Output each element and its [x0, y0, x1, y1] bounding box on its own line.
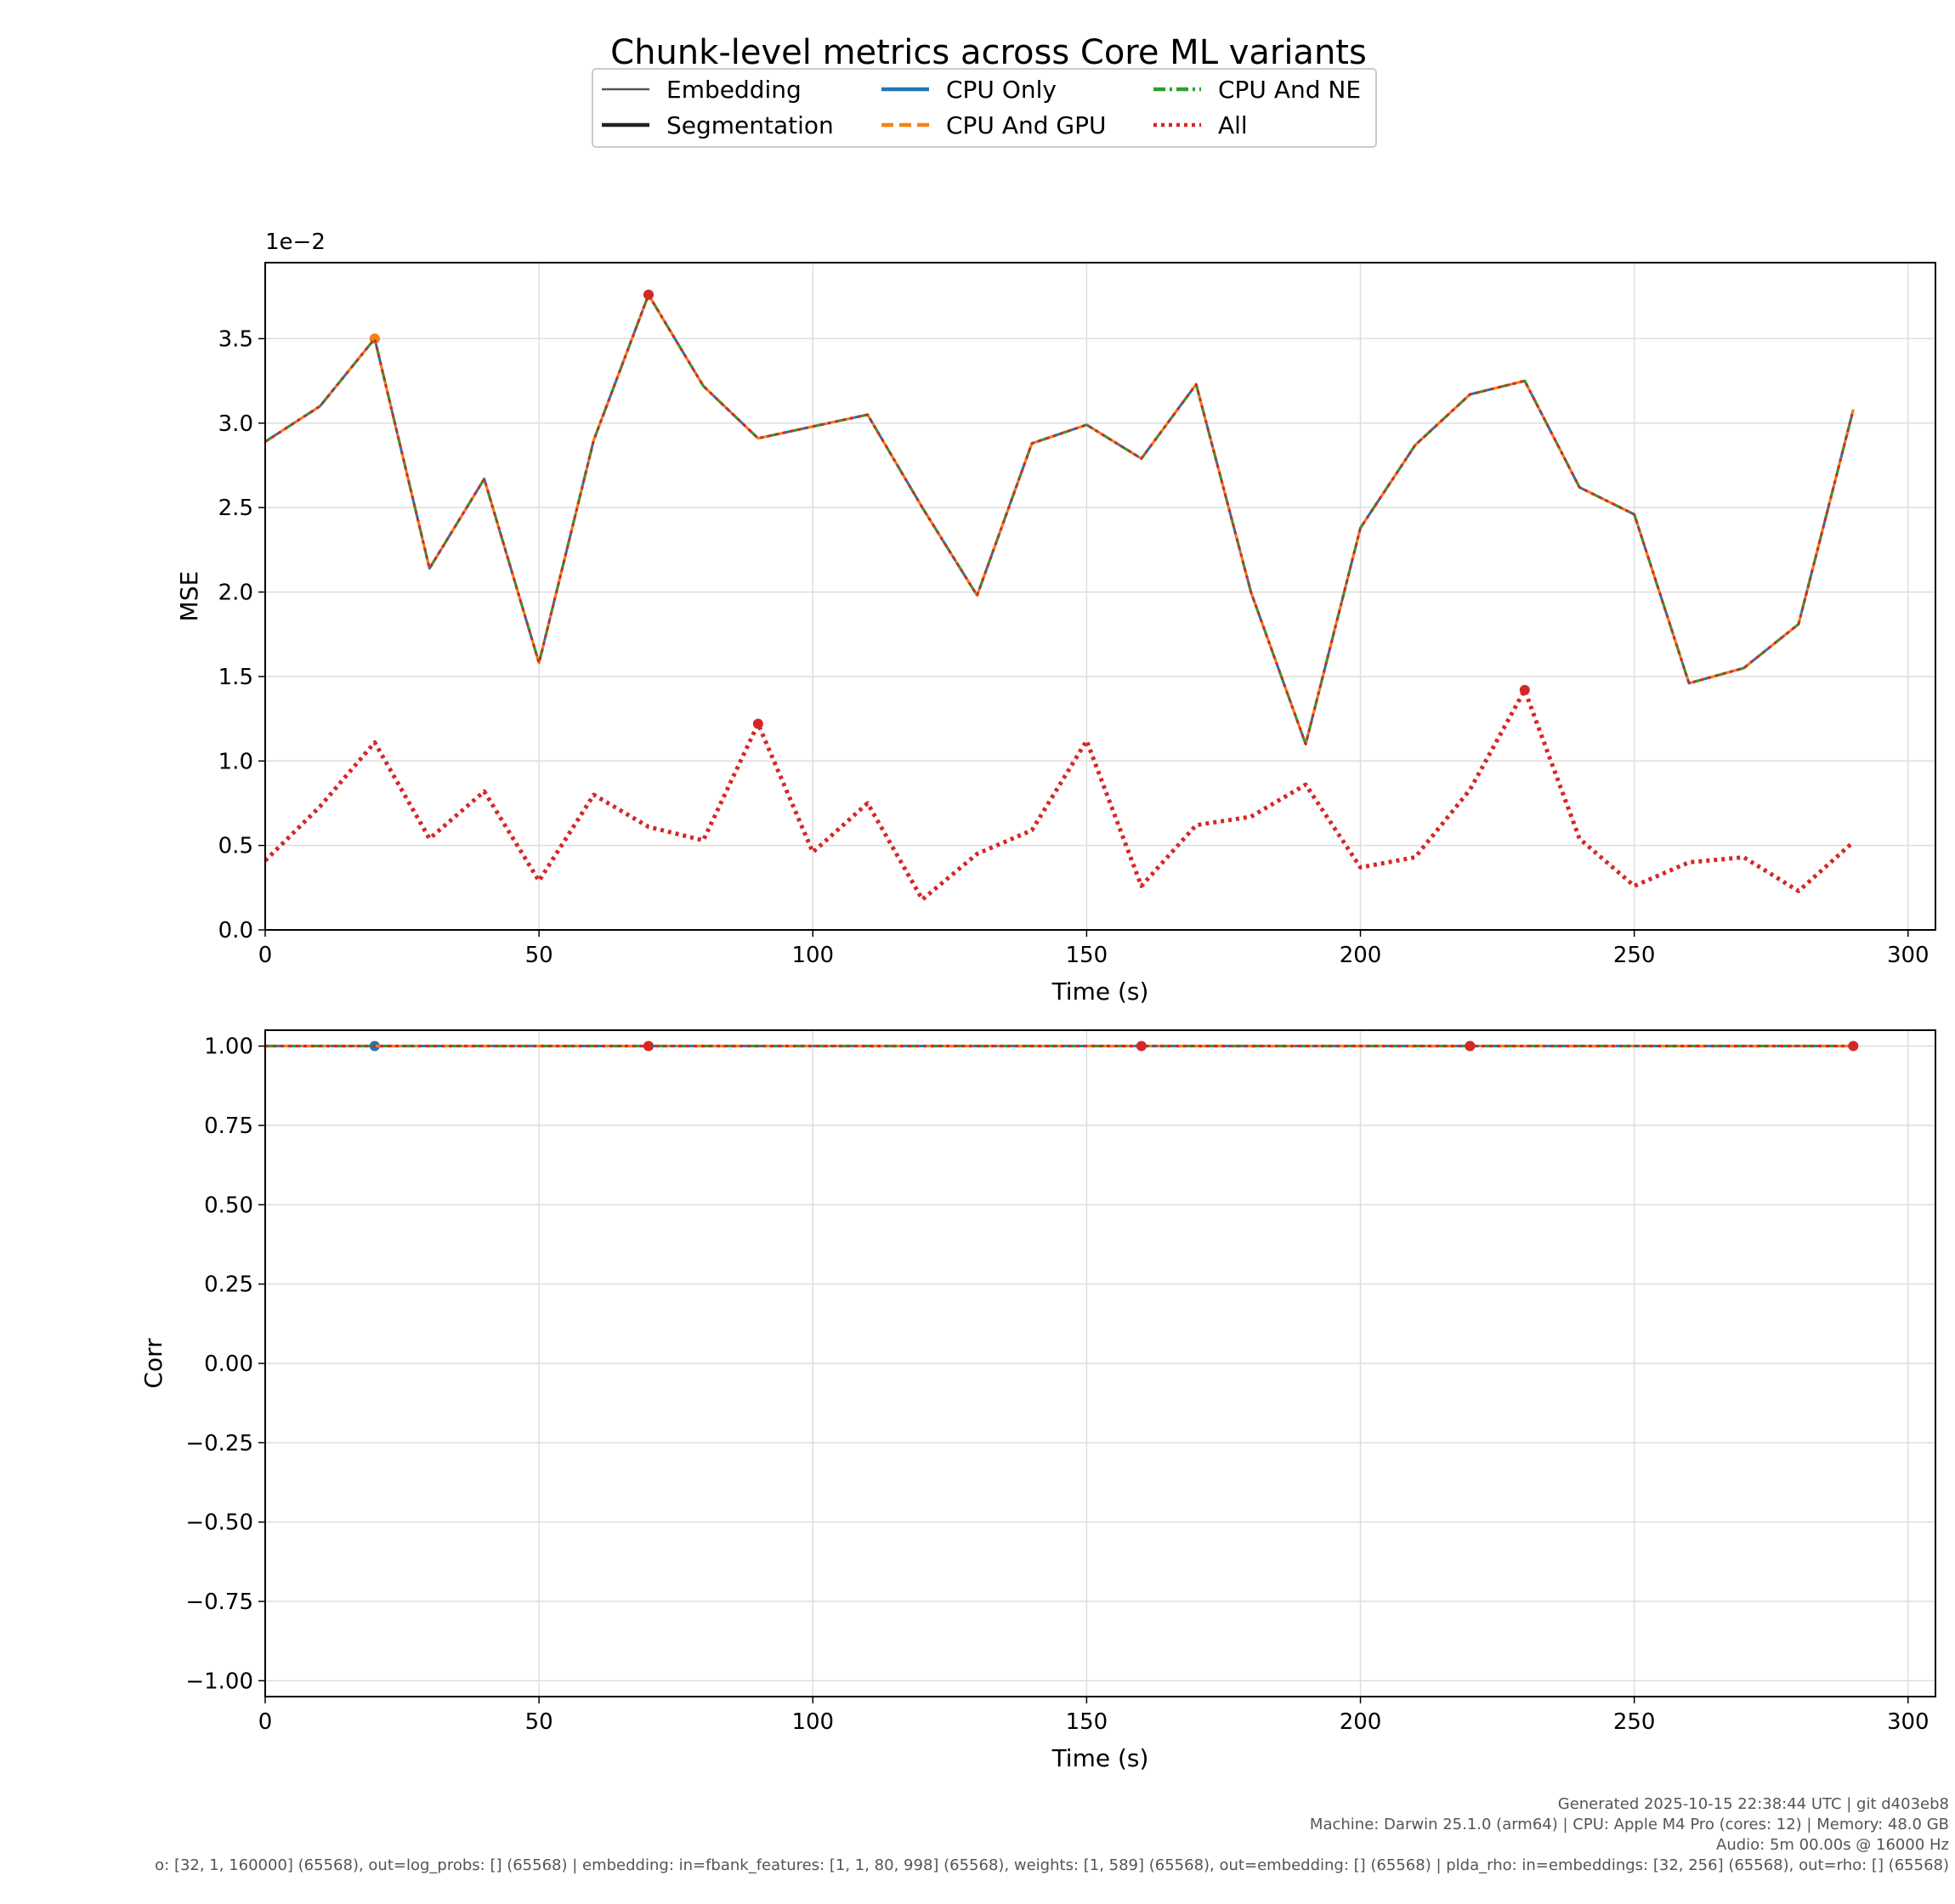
footer-machine: Machine: Darwin 25.1.0 (arm64) | CPU: Ap…: [1310, 1816, 1949, 1833]
x-tick-label: 250: [1613, 943, 1656, 968]
data-point-marker: [1136, 1040, 1147, 1051]
x-tick-label: 150: [1066, 1709, 1108, 1735]
footer-metadata: Generated 2025-10-15 22:38:44 UTC | git …: [155, 1795, 1949, 1874]
data-point-marker: [752, 718, 763, 729]
y-axis-offset-label: 1e−2: [265, 230, 326, 255]
x-tick-label: 100: [791, 943, 834, 968]
x-axis-label: Time (s): [1051, 1744, 1149, 1772]
legend-label: Segmentation: [666, 111, 834, 139]
y-tick-label: −0.25: [185, 1431, 253, 1456]
x-tick-label: 300: [1887, 943, 1930, 968]
legend-label: All: [1218, 111, 1248, 139]
data-point-marker: [643, 289, 654, 300]
data-point-marker: [1848, 1040, 1859, 1051]
x-tick-label: 200: [1340, 943, 1382, 968]
y-tick-label: 3.0: [218, 411, 253, 437]
x-tick-label: 150: [1066, 943, 1108, 968]
x-tick-label: 100: [791, 1709, 834, 1735]
y-tick-label: −1.00: [185, 1669, 253, 1694]
series-line: [264, 688, 1856, 902]
x-tick-label: 0: [258, 1709, 273, 1735]
x-tick-label: 50: [525, 943, 553, 968]
y-tick-label: 1.0: [218, 749, 253, 774]
y-tick-label: 1.00: [204, 1034, 253, 1060]
footer-generated: Generated 2025-10-15 22:38:44 UTC | git …: [1558, 1795, 1949, 1813]
x-tick-label: 250: [1613, 1709, 1656, 1735]
y-tick-label: 2.0: [218, 581, 253, 606]
legend-label: Embedding: [666, 76, 802, 104]
mse-plot: 0 50 100 150 200 250 300 0.0 0.5 1.0 1.5 2.0 2.5 3.0 3…: [175, 230, 1936, 1006]
footer-audio: Audio: 5m 00.00s @ 16000 Hz: [1716, 1836, 1949, 1854]
y-tick-label: 2.5: [218, 496, 253, 521]
axes-frame: [264, 262, 1936, 931]
y-tick-label: 1.5: [218, 665, 253, 690]
y-tick-label: 3.5: [218, 326, 253, 352]
y-tick-label: 0.25: [204, 1272, 253, 1298]
y-tick-label: 0.0: [218, 918, 253, 944]
legend: Embedding Segmentation CPU Only CPU And GPU…: [592, 68, 1377, 148]
footer-models: o: [32, 1, 160000] (65568), out=log_prob…: [155, 1856, 1949, 1874]
data-point-marker: [643, 1040, 654, 1051]
data-point-marker: [1519, 684, 1530, 695]
y-tick-label: 0.50: [204, 1193, 253, 1218]
y-tick-label: −0.75: [185, 1590, 253, 1615]
y-tick-label: −0.50: [185, 1510, 253, 1536]
y-axis-label: MSE: [175, 571, 203, 622]
legend-label: CPU And GPU: [946, 111, 1106, 139]
series-line: [264, 293, 1855, 745]
x-tick-label: 50: [525, 1709, 553, 1735]
chart-title: Chunk-level metrics across Core ML varia…: [610, 33, 1367, 72]
x-tick-label: 0: [258, 943, 273, 968]
x-tick-label: 300: [1887, 1709, 1930, 1735]
y-axis-label: Corr: [139, 1338, 167, 1389]
data-point-marker: [1465, 1040, 1476, 1051]
y-tick-label: 0.5: [218, 834, 253, 859]
y-tick-label: 0.00: [204, 1352, 253, 1377]
x-tick-label: 200: [1340, 1709, 1382, 1735]
legend-label: CPU And NE: [1218, 76, 1361, 104]
y-tick-label: 0.75: [204, 1114, 253, 1139]
x-axis-label: Time (s): [1051, 978, 1149, 1006]
legend-label: CPU Only: [946, 76, 1057, 104]
corr-plot: 0 50 100 150 200 250 300 −1.00 −0.75 −0.50 −0.25 0.…: [139, 1029, 1936, 1772]
